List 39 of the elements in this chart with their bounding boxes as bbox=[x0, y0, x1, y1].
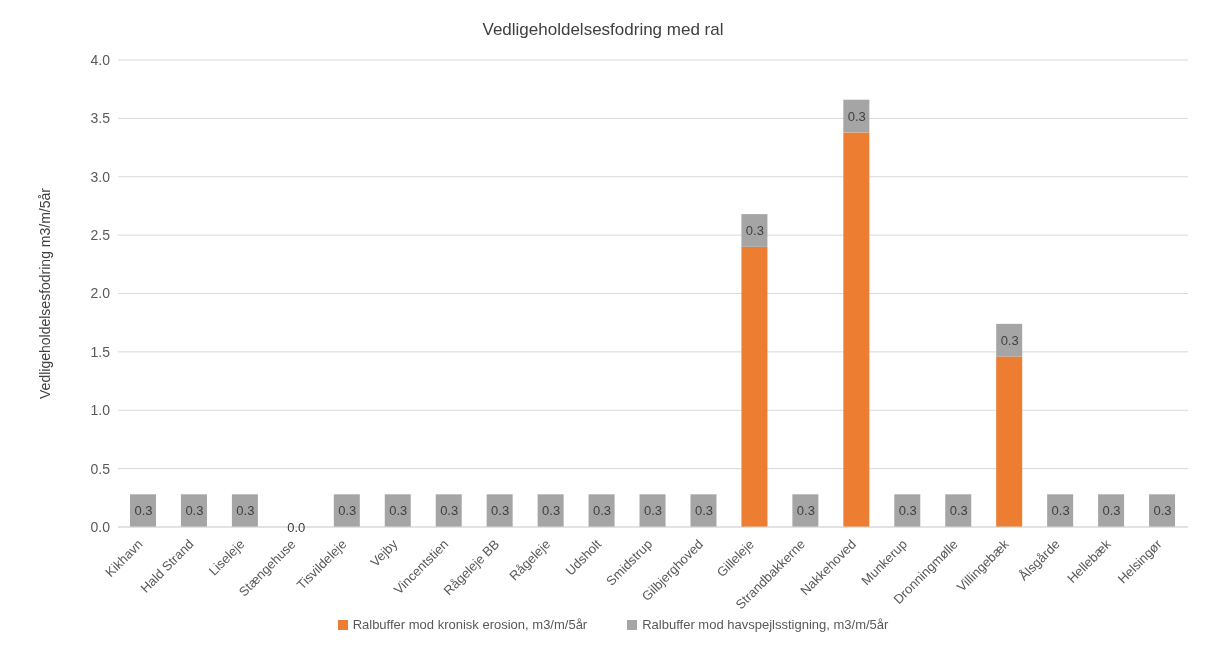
data-label: 0.3 bbox=[185, 503, 204, 519]
data-label: 0.3 bbox=[134, 503, 153, 519]
bar bbox=[996, 356, 1023, 527]
data-label: 0.3 bbox=[440, 503, 459, 519]
y-tick-label: 2.5 bbox=[90, 227, 111, 244]
bar bbox=[996, 323, 1023, 357]
bar bbox=[843, 132, 870, 527]
data-label: 0.3 bbox=[389, 503, 408, 519]
data-label: 0.3 bbox=[694, 503, 713, 519]
data-label: 0.3 bbox=[542, 503, 561, 519]
y-tick-label: 0.5 bbox=[90, 460, 111, 477]
data-label: 0.3 bbox=[898, 503, 917, 519]
data-label: 0.3 bbox=[1000, 332, 1019, 348]
data-label: 0.3 bbox=[1153, 503, 1172, 519]
y-tick-label: 3.0 bbox=[90, 168, 111, 185]
data-label: 0.3 bbox=[593, 503, 612, 519]
data-label: 0.3 bbox=[643, 503, 663, 519]
y-tick-label: 0.0 bbox=[90, 518, 111, 535]
data-label: 0.3 bbox=[236, 503, 255, 519]
data-label: 0.3 bbox=[491, 503, 510, 519]
data-label: 0.3 bbox=[745, 223, 764, 239]
data-label: 0.3 bbox=[796, 503, 815, 519]
data-label: 0.0 bbox=[287, 519, 306, 535]
data-label: 0.3 bbox=[847, 108, 866, 124]
data-label: 0.3 bbox=[1102, 503, 1121, 519]
chart-title: Vedligeholdelsesfodring med ral bbox=[481, 19, 725, 41]
y-tick-label: 4.0 bbox=[90, 51, 111, 68]
y-axis-title: Vedligeholdelsesfodring m3/m/5år bbox=[36, 187, 53, 399]
bar bbox=[741, 214, 768, 247]
bar bbox=[741, 246, 768, 527]
data-label: 0.3 bbox=[1051, 503, 1070, 519]
data-label: 0.3 bbox=[949, 503, 968, 519]
y-tick-label: 1.5 bbox=[90, 343, 111, 360]
y-tick-label: 1.0 bbox=[90, 402, 111, 419]
legend-label: Ralbuffer mod kronisk erosion, m3/m/5år bbox=[352, 617, 588, 632]
data-label: 0.3 bbox=[338, 503, 357, 519]
y-tick-label: 2.0 bbox=[90, 285, 111, 302]
y-tick-label: 3.5 bbox=[90, 110, 111, 127]
legend-label: Ralbuffer mod havspejlsstigning, m3/m/5år bbox=[642, 617, 889, 632]
